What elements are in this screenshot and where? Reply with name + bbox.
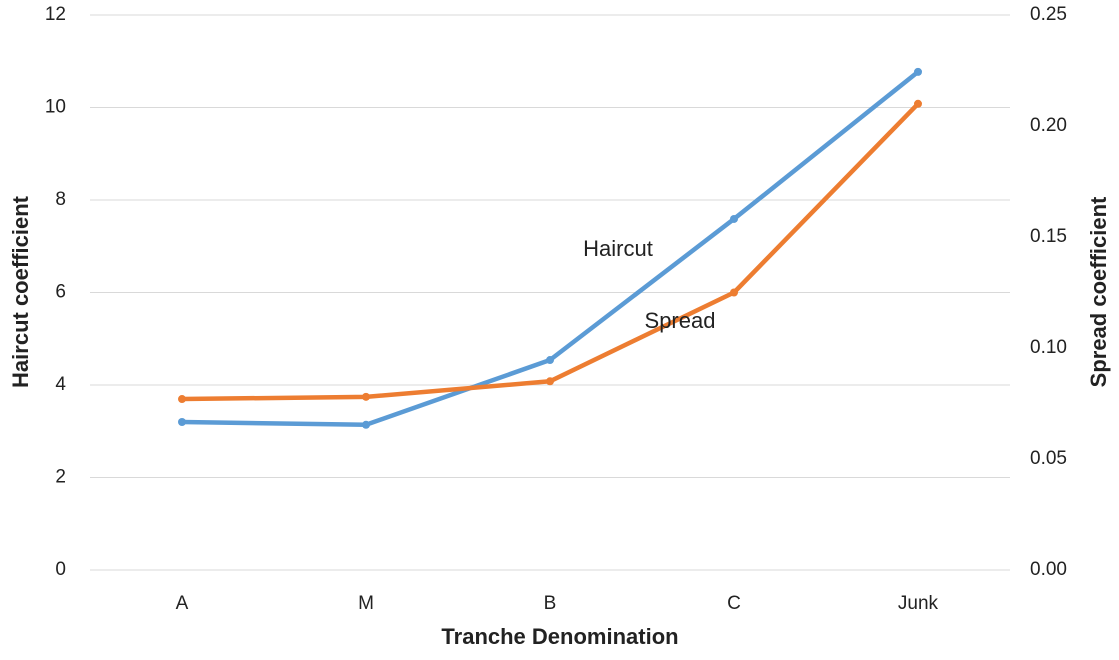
x-tick-label: B — [544, 593, 557, 614]
y-tick-label: 10 — [45, 97, 66, 118]
y-tick-label: 2 — [55, 467, 66, 488]
y2-tick-label: 0.25 — [1030, 4, 1067, 25]
data-point — [914, 99, 922, 108]
x-tick-label: M — [358, 593, 374, 614]
y2-axis-title: Spread coefficient — [1086, 196, 1111, 387]
data-point — [362, 420, 370, 429]
y-tick-label: 12 — [45, 4, 66, 25]
y2-tick-label: 0.15 — [1030, 226, 1067, 247]
y-tick-label: 8 — [55, 189, 66, 210]
y-tick-label: 4 — [55, 374, 66, 395]
data-point — [914, 67, 922, 76]
data-point — [546, 356, 554, 365]
data-point — [730, 288, 738, 297]
series-label: Spread — [645, 308, 716, 333]
data-point — [730, 214, 738, 223]
x-tick-label: C — [727, 593, 741, 614]
y-tick-label: 6 — [55, 282, 66, 303]
y-tick-label: 0 — [55, 559, 66, 580]
y2-tick-label: 0.20 — [1030, 115, 1067, 136]
series-line — [181, 102, 920, 402]
data-point — [178, 395, 186, 404]
x-tick-label: A — [176, 593, 189, 614]
data-point — [546, 377, 554, 386]
y2-tick-label: 0.05 — [1030, 448, 1067, 469]
x-axis-title: Tranche Denomination — [441, 624, 678, 649]
data-point — [362, 392, 370, 401]
y-axis-title: Haircut coefficient — [8, 195, 33, 388]
series-line — [181, 70, 920, 428]
data-point — [178, 418, 186, 426]
y2-tick-label: 0.00 — [1030, 559, 1067, 580]
series-label: Haircut — [583, 236, 653, 261]
y2-tick-label: 0.10 — [1030, 337, 1067, 358]
x-tick-label: Junk — [898, 593, 939, 614]
